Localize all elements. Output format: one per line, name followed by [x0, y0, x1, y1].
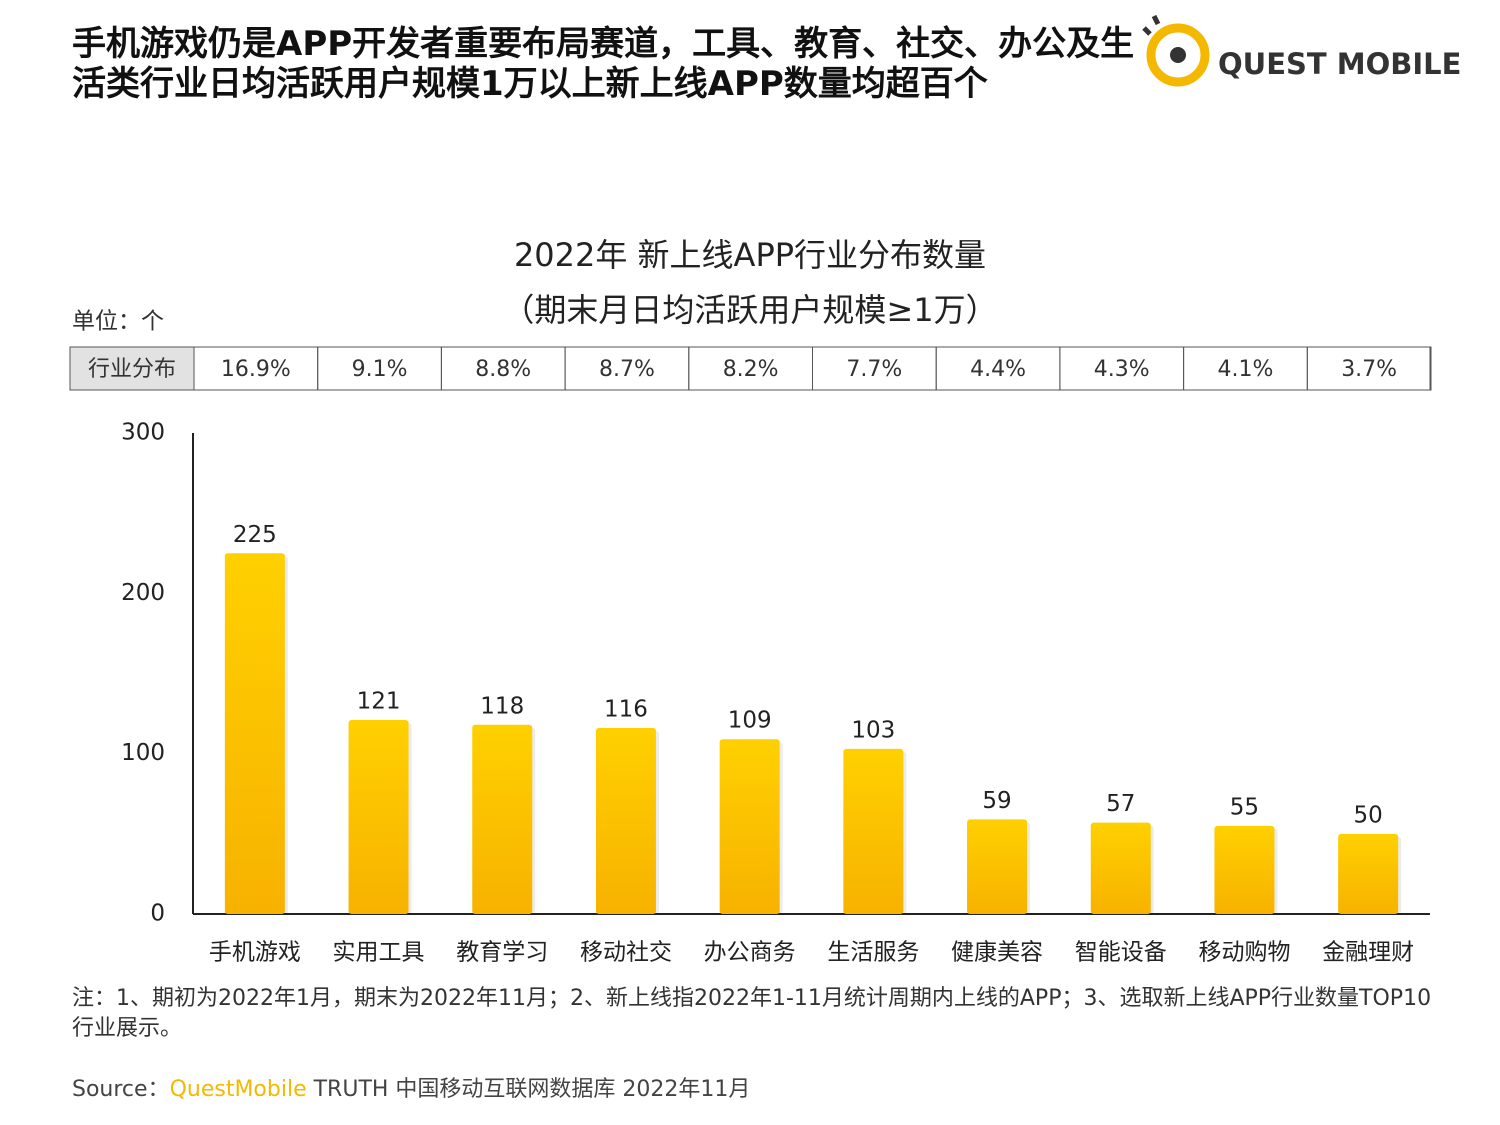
headline: 手机游戏仍是APP开发者重要布局赛道，工具、教育、社交、办公及生活类行业日均活跃…	[72, 24, 1135, 104]
x-tick-label: 移动购物	[1198, 940, 1290, 966]
x-tick-label: 智能设备	[1075, 940, 1167, 966]
value-label: 109	[728, 708, 772, 734]
bar	[843, 748, 904, 914]
source-prefix: Source：	[72, 1077, 170, 1102]
logo-text: QUEST MOBILE	[1218, 47, 1461, 81]
table-header-cell	[70, 347, 194, 390]
chart-title: 2022年 新上线APP行业分布数量	[514, 236, 986, 274]
table-cell-text: 8.7%	[599, 357, 655, 382]
table-cell-text: 4.1%	[1217, 357, 1273, 382]
table-cell-text: 8.2%	[723, 357, 779, 382]
source-rest: TRUTH 中国移动互联网数据库 2022年11月	[306, 1077, 751, 1102]
value-label: 57	[1106, 791, 1135, 817]
x-tick-label: 教育学习	[456, 940, 548, 966]
source: Source：QuestMobile TRUTH 中国移动互联网数据库 2022…	[72, 1071, 750, 1103]
bar	[967, 819, 1028, 914]
y-tick-label: 100	[121, 740, 165, 766]
value-label: 103	[851, 717, 895, 743]
note: 注：1、期初为2022年1月，期末为2022年11月；2、新上线指2022年1-…	[72, 986, 1432, 1041]
logo-dot	[1170, 47, 1186, 63]
y-tick-label: 200	[121, 580, 165, 606]
bar	[1338, 833, 1399, 914]
chart-subtitle: （期末月日均活跃用户规模≥1万）	[502, 291, 997, 329]
logo-ring	[1146, 23, 1210, 87]
table-header: 行业分布	[88, 357, 176, 382]
table-cell-text: 9.1%	[352, 357, 408, 382]
bar	[224, 553, 285, 914]
bar	[719, 739, 780, 914]
value-label: 59	[982, 788, 1011, 814]
bar	[1090, 822, 1151, 914]
x-tick-label: 手机游戏	[209, 940, 301, 966]
value-label: 55	[1230, 794, 1259, 820]
bar	[1214, 825, 1275, 914]
bar	[595, 728, 656, 914]
table-cell-text: 8.8%	[475, 357, 531, 382]
value-label: 118	[480, 693, 524, 719]
x-tick-label: 生活服务	[827, 940, 919, 966]
table-cell-text: 16.9%	[221, 357, 291, 382]
x-tick-label: 实用工具	[333, 940, 425, 966]
y-tick-label: 0	[150, 901, 165, 927]
y-tick-label: 300	[121, 420, 165, 446]
table-cell-text: 7.7%	[846, 357, 902, 382]
value-label: 50	[1354, 802, 1383, 828]
x-tick-label: 健康美容	[951, 940, 1043, 966]
x-tick-label: 金融理财	[1322, 940, 1414, 966]
value-label: 116	[604, 697, 648, 723]
bar	[348, 719, 409, 914]
logo: QUEST MOBILE	[1142, 14, 1461, 87]
table-cell-text: 4.4%	[970, 357, 1026, 382]
source-brand: QuestMobile	[169, 1077, 307, 1102]
logo-signal	[1142, 14, 1161, 36]
x-tick-label: 移动社交	[580, 940, 672, 966]
table-cell-text: 3.7%	[1341, 357, 1397, 382]
value-label: 225	[233, 522, 277, 548]
bar	[472, 724, 533, 914]
value-label: 121	[357, 688, 401, 714]
table-border	[69, 346, 1431, 391]
table-cell-text: 4.3%	[1094, 357, 1150, 382]
unit-label: 单位：个	[72, 309, 164, 335]
x-tick-label: 办公商务	[704, 940, 796, 966]
